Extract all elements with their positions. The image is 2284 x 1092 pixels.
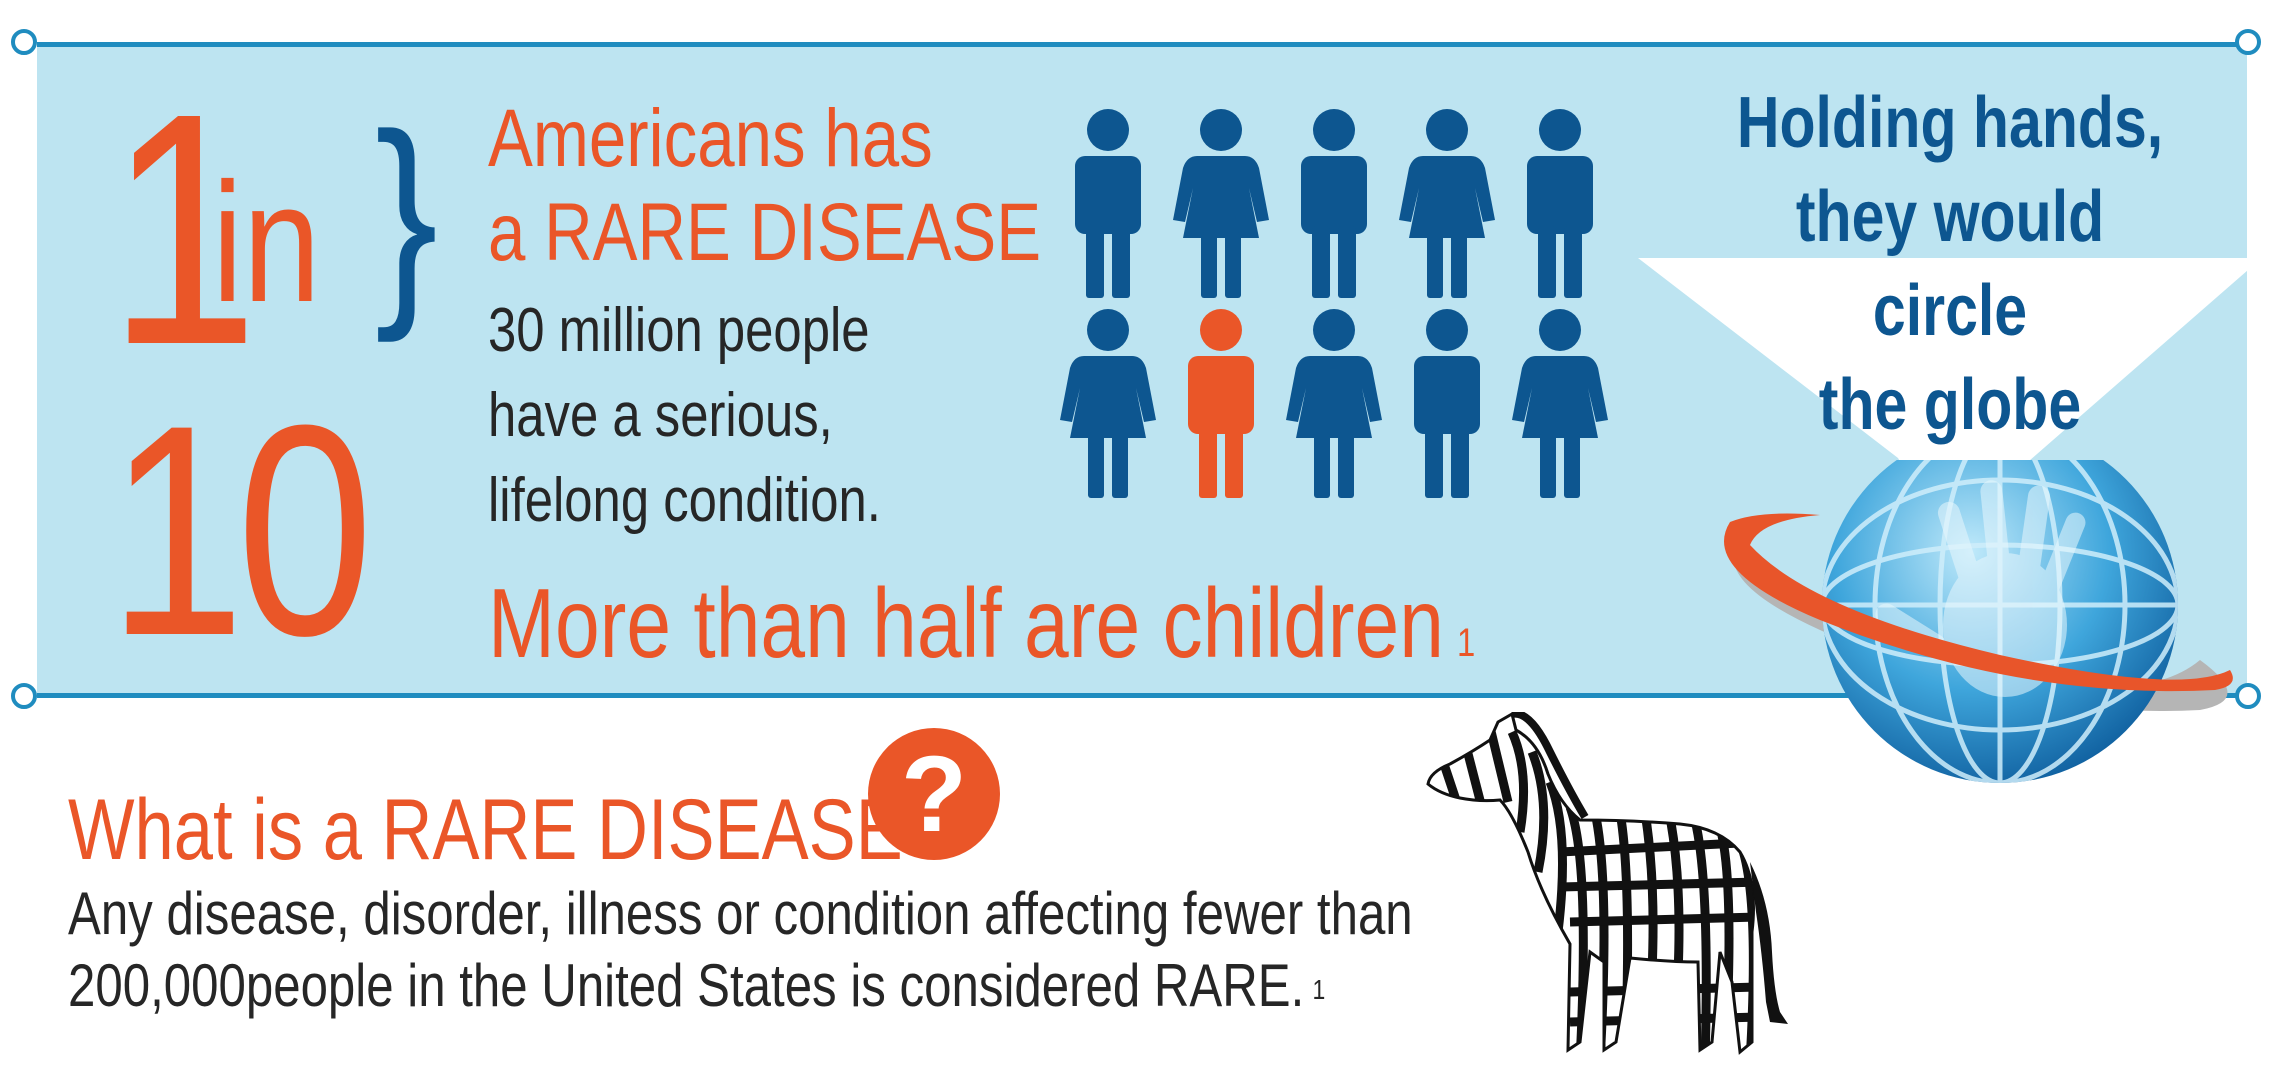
definition-line-1: Any disease, disorder, illness or condit… [68, 880, 1413, 947]
person-icon-highlighted [1188, 309, 1254, 498]
question-mark-icon: ? [868, 728, 1000, 860]
detail-line-2: have a serious, [488, 381, 833, 450]
definition-text: Any disease, disorder, illness or condit… [68, 878, 1708, 1022]
corner-dot-bottom-left [11, 683, 37, 709]
globe-line-2: they would circle [1795, 177, 2105, 351]
definition-line-2: 200,000people in the United States is co… [68, 952, 1305, 1019]
person-icon-1 [1075, 109, 1141, 298]
detail-line-1: 30 million people [488, 296, 870, 365]
headline: Americans has a RARE DISEASE [488, 92, 1162, 280]
person-icon-3 [1301, 109, 1367, 298]
person-icon-8 [1286, 309, 1382, 498]
person-icon-2 [1173, 109, 1269, 298]
question-title: What is a RARE DISEASE [68, 782, 903, 878]
zebra-icon [1426, 712, 1788, 1055]
headline-line-1: Americans has [488, 93, 933, 184]
detail-text: 30 million people have a serious, lifelo… [488, 288, 967, 543]
people-grid [1060, 109, 1608, 498]
brace: } [375, 86, 438, 343]
speech-callout [1638, 258, 2248, 528]
corner-dot-top-left [11, 29, 37, 55]
globe-with-hand-icon [1724, 460, 2233, 783]
globe-line-1: Holding hands, [1736, 83, 2164, 163]
headline-line-2: a RARE DISEASE [488, 187, 1042, 278]
person-icon-9 [1414, 309, 1480, 498]
detail-line-3: lifelong condition. [488, 466, 881, 535]
children-text: More than half are children [488, 568, 1444, 678]
stat-ten: 10 [108, 362, 373, 698]
stat-in: in [212, 148, 321, 338]
person-icon-6 [1060, 309, 1156, 498]
stat-one: 1 [108, 44, 258, 413]
corner-dot-bottom-right [2235, 683, 2261, 709]
person-icon-5 [1527, 109, 1593, 298]
definition-footnote: 1 [1312, 974, 1326, 1005]
corner-dot-top-right [2235, 29, 2261, 55]
children-footnote: 1 [1457, 621, 1476, 665]
person-icon-4 [1399, 109, 1495, 298]
person-icon-10 [1512, 309, 1608, 498]
children-statement: More than half are children 1 [488, 568, 1692, 678]
